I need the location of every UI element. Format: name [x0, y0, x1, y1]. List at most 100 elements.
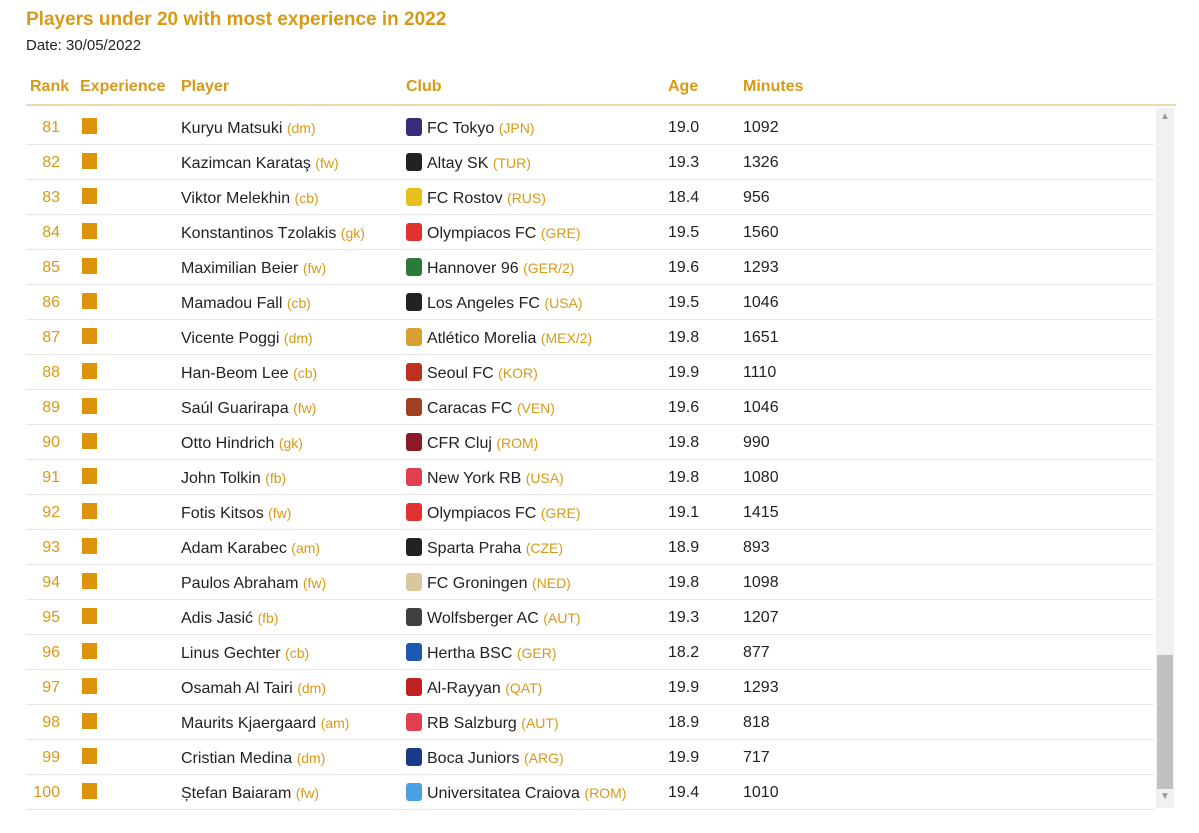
table-row[interactable]: 81 Kuryu Matsuki (dm) FC Tokyo (JPN) 19.0 10… — [26, 110, 1154, 145]
player-name[interactable]: Saúl Guarirapa — [181, 400, 289, 417]
club-name[interactable]: RB Salzburg — [427, 715, 517, 732]
player-cell[interactable]: Otto Hindrich (gk) — [181, 425, 303, 459]
player-name[interactable]: Vicente Poggi — [181, 330, 280, 347]
table-row[interactable]: 100 Ștefan Baiaram (fw) Universitatea Crai… — [26, 775, 1154, 810]
player-name[interactable]: Paulos Abraham — [181, 575, 299, 592]
club-cell[interactable]: Boca Juniors (ARG) — [406, 740, 564, 774]
club-cell[interactable]: CFR Cluj (ROM) — [406, 425, 538, 459]
player-name[interactable]: Viktor Melekhin — [181, 190, 291, 207]
club-cell[interactable]: Wolfsberger AC (AUT) — [406, 600, 581, 634]
club-cell[interactable]: Al-Rayyan (QAT) — [406, 670, 542, 704]
player-name[interactable]: Kuryu Matsuki — [181, 120, 283, 137]
club-cell[interactable]: Los Angeles FC (USA) — [406, 285, 583, 319]
table-row[interactable]: 91 John Tolkin (fb) New York RB (USA) 19.8 1… — [26, 460, 1154, 495]
table-row[interactable]: 98 Maurits Kjaergaard (am) RB Salzburg (AU… — [26, 705, 1154, 740]
club-cell[interactable]: Caracas FC (VEN) — [406, 390, 555, 424]
player-name[interactable]: Fotis Kitsos — [181, 505, 264, 522]
player-cell[interactable]: Fotis Kitsos (fw) — [181, 495, 291, 529]
club-name[interactable]: Boca Juniors — [427, 750, 520, 767]
table-row[interactable]: 84 Konstantinos Tzolakis (gk) Olympiacos F… — [26, 215, 1154, 250]
club-name[interactable]: Olympiacos FC — [427, 505, 537, 522]
table-row[interactable]: 87 Vicente Poggi (dm) Atlético Morelia (ME… — [26, 320, 1154, 355]
player-name[interactable]: Ștefan Baiaram — [181, 785, 292, 802]
player-cell[interactable]: Kazimcan Karataş (fw) — [181, 145, 339, 179]
club-name[interactable]: Atlético Morelia — [427, 330, 537, 347]
player-cell[interactable]: Han-Beom Lee (cb) — [181, 355, 317, 389]
header-experience[interactable]: Experience — [80, 78, 166, 95]
table-row[interactable]: 86 Mamadou Fall (cb) Los Angeles FC (USA) 1… — [26, 285, 1154, 320]
scrollbar-track[interactable] — [1156, 108, 1174, 808]
club-name[interactable]: FC Tokyo — [427, 120, 495, 137]
club-name[interactable]: FC Rostov — [427, 190, 503, 207]
club-name[interactable]: Hannover 96 — [427, 260, 519, 277]
club-cell[interactable]: New York RB (USA) — [406, 460, 564, 494]
player-cell[interactable]: Kuryu Matsuki (dm) — [181, 110, 316, 144]
player-name[interactable]: Adam Karabec — [181, 540, 287, 557]
club-cell[interactable]: FC Rostov (RUS) — [406, 180, 546, 214]
club-cell[interactable]: Hertha BSC (GER) — [406, 635, 557, 669]
club-cell[interactable]: Universitatea Craiova (ROM) — [406, 775, 626, 809]
table-row[interactable]: 92 Fotis Kitsos (fw) Olympiacos FC (GRE) 19… — [26, 495, 1154, 530]
player-cell[interactable]: Mamadou Fall (cb) — [181, 285, 311, 319]
club-name[interactable]: Universitatea Craiova — [427, 785, 580, 802]
player-name[interactable]: Cristian Medina — [181, 750, 293, 767]
club-name[interactable]: Seoul FC — [427, 365, 494, 382]
table-row[interactable]: 83 Viktor Melekhin (cb) FC Rostov (RUS) 18.… — [26, 180, 1154, 215]
player-name[interactable]: Adis Jasić — [181, 610, 254, 627]
player-cell[interactable]: Viktor Melekhin (cb) — [181, 180, 319, 214]
player-cell[interactable]: Adis Jasić (fb) — [181, 600, 278, 634]
player-cell[interactable]: Paulos Abraham (fw) — [181, 565, 326, 599]
header-age[interactable]: Age — [668, 78, 699, 95]
scrollbar-thumb[interactable] — [1157, 655, 1173, 789]
player-name[interactable]: Osamah Al Tairi — [181, 680, 293, 697]
player-cell[interactable]: Ștefan Baiaram (fw) — [181, 775, 319, 809]
player-cell[interactable]: Konstantinos Tzolakis (gk) — [181, 215, 365, 249]
club-cell[interactable]: FC Groningen (NED) — [406, 565, 571, 599]
table-row[interactable]: 97 Osamah Al Tairi (dm) Al-Rayyan (QAT) 19.… — [26, 670, 1154, 705]
table-row[interactable]: 89 Saúl Guarirapa (fw) Caracas FC (VEN) 19.… — [26, 390, 1154, 425]
club-name[interactable]: FC Groningen — [427, 575, 528, 592]
player-name[interactable]: Maurits Kjaergaard — [181, 715, 317, 732]
player-cell[interactable]: John Tolkin (fb) — [181, 460, 286, 494]
player-name[interactable]: Han-Beom Lee — [181, 365, 289, 382]
club-cell[interactable]: Hannover 96 (GER/2) — [406, 250, 574, 284]
player-cell[interactable]: Maurits Kjaergaard (am) — [181, 705, 349, 739]
player-name[interactable]: Kazimcan Karataş — [181, 155, 311, 172]
club-name[interactable]: Caracas FC — [427, 400, 513, 417]
club-cell[interactable]: RB Salzburg (AUT) — [406, 705, 559, 739]
club-name[interactable]: Los Angeles FC — [427, 295, 540, 312]
player-name[interactable]: Mamadou Fall — [181, 295, 283, 312]
club-name[interactable]: Olympiacos FC — [427, 225, 537, 242]
club-cell[interactable]: Sparta Praha (CZE) — [406, 530, 563, 564]
club-name[interactable]: CFR Cluj — [427, 435, 492, 452]
table-row[interactable]: 88 Han-Beom Lee (cb) Seoul FC (KOR) 19.9 111… — [26, 355, 1154, 390]
table-row[interactable]: 94 Paulos Abraham (fw) FC Groningen (NED) 1… — [26, 565, 1154, 600]
header-player[interactable]: Player — [181, 78, 230, 95]
table-row[interactable]: 85 Maximilian Beier (fw) Hannover 96 (GER/… — [26, 250, 1154, 285]
table-row[interactable]: 96 Linus Gechter (cb) Hertha BSC (GER) 18.2… — [26, 635, 1154, 670]
club-name[interactable]: Hertha BSC — [427, 645, 513, 662]
table-row[interactable]: 93 Adam Karabec (am) Sparta Praha (CZE) 18.… — [26, 530, 1154, 565]
player-cell[interactable]: Adam Karabec (am) — [181, 530, 320, 564]
player-cell[interactable]: Osamah Al Tairi (dm) — [181, 670, 326, 704]
player-cell[interactable]: Cristian Medina (dm) — [181, 740, 325, 774]
club-name[interactable]: Sparta Praha — [427, 540, 522, 557]
player-name[interactable]: Konstantinos Tzolakis — [181, 225, 337, 242]
club-name[interactable]: Altay SK — [427, 155, 489, 172]
player-cell[interactable]: Vicente Poggi (dm) — [181, 320, 313, 354]
club-cell[interactable]: FC Tokyo (JPN) — [406, 110, 535, 144]
club-name[interactable]: Wolfsberger AC — [427, 610, 539, 627]
header-minutes[interactable]: Minutes — [743, 78, 804, 95]
club-cell[interactable]: Olympiacos FC (GRE) — [406, 215, 580, 249]
table-row[interactable]: 95 Adis Jasić (fb) Wolfsberger AC (AUT) 19.… — [26, 600, 1154, 635]
club-cell[interactable]: Seoul FC (KOR) — [406, 355, 538, 389]
table-row[interactable]: 82 Kazimcan Karataş (fw) Altay SK (TUR) 19.… — [26, 145, 1154, 180]
player-cell[interactable]: Saúl Guarirapa (fw) — [181, 390, 316, 424]
player-name[interactable]: John Tolkin — [181, 470, 261, 487]
scroll-down-icon[interactable]: ▼ — [1160, 791, 1170, 802]
player-cell[interactable]: Linus Gechter (cb) — [181, 635, 309, 669]
club-name[interactable]: New York RB — [427, 470, 522, 487]
table-row[interactable]: 90 Otto Hindrich (gk) CFR Cluj (ROM) 19.8 99… — [26, 425, 1154, 460]
player-name[interactable]: Otto Hindrich — [181, 435, 275, 452]
player-name[interactable]: Maximilian Beier — [181, 260, 299, 277]
